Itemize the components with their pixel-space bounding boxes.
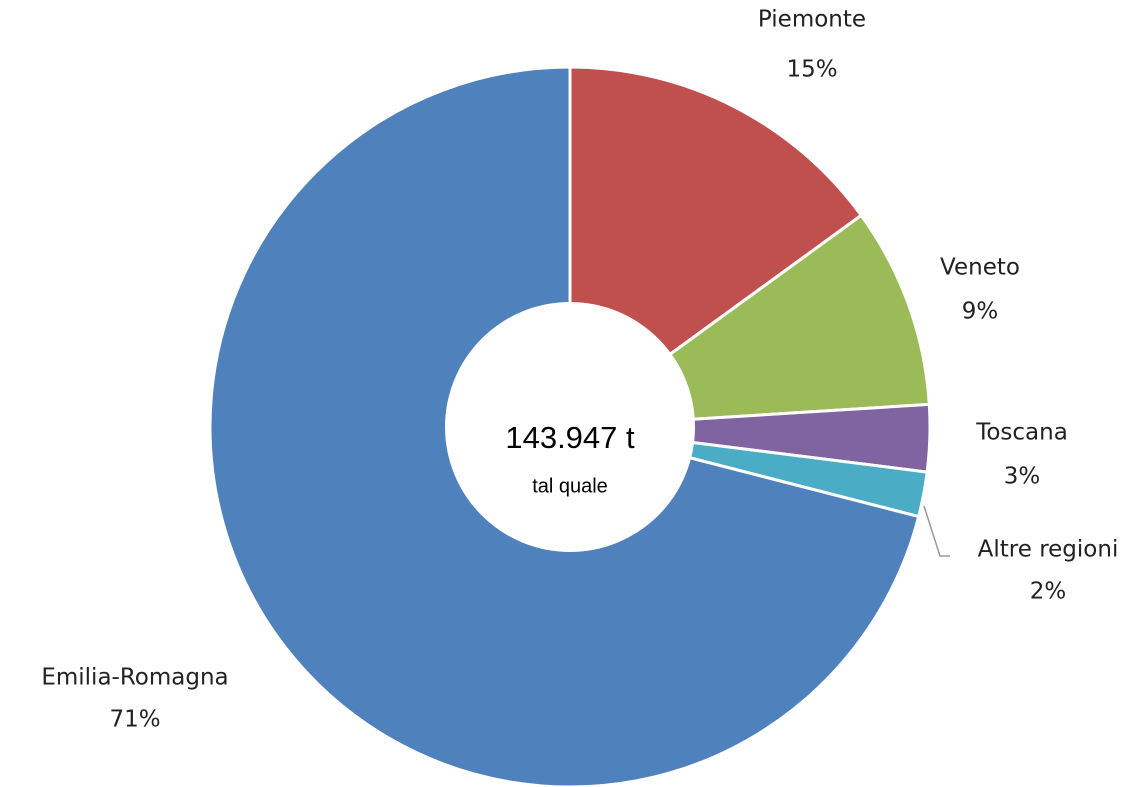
slice-label: Piemonte	[758, 7, 866, 33]
value-label: 3%	[1004, 464, 1041, 490]
center-sublabel: tal quale	[532, 475, 608, 497]
slice-label: Emilia-Romagna	[41, 665, 228, 691]
center-label: 143.947 t	[505, 420, 635, 455]
slice-label: Altre regioni	[978, 537, 1119, 563]
value-label: 71%	[109, 707, 160, 733]
value-label: 9%	[962, 299, 999, 325]
leader-line	[923, 505, 950, 557]
donut-hole	[445, 302, 695, 552]
slice-label: Toscana	[975, 420, 1068, 446]
value-label: 2%	[1030, 579, 1067, 605]
value-label: 15%	[786, 57, 837, 83]
slice-label: Veneto	[940, 255, 1020, 281]
